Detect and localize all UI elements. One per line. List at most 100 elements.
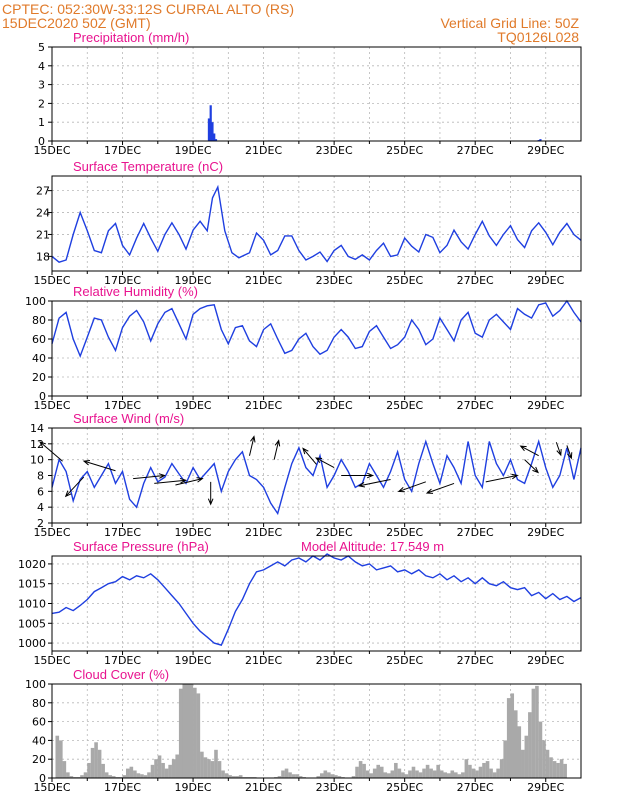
y-tick-label: 1010 <box>18 598 46 611</box>
y-tick-label: 40 <box>32 734 46 747</box>
x-tick-label: 23DEC <box>316 526 353 539</box>
x-tick-label: 23DEC <box>316 654 353 667</box>
cloud-cover-bar <box>217 761 222 778</box>
cloud-cover-bar <box>443 772 448 778</box>
cloud-cover-bar <box>408 770 412 778</box>
x-tick-label: 27DEC <box>457 399 494 412</box>
cloud-cover-bar <box>439 770 444 778</box>
cloud-cover-bar <box>185 684 190 778</box>
x-tick-label: 25DEC <box>386 781 423 794</box>
cloud-cover-bar <box>394 762 398 778</box>
y-tick-label: 60 <box>32 333 46 346</box>
cloud-cover-bar <box>355 766 359 778</box>
wind-arrow <box>249 435 256 456</box>
cloud-cover-bar <box>461 772 465 778</box>
cloud-cover-bar <box>457 774 462 778</box>
y-tick-label: 14 <box>30 422 44 435</box>
cloud-cover-bar <box>506 698 511 778</box>
cloud-cover-bar <box>468 764 472 778</box>
wind-arrow <box>273 439 281 460</box>
cloud-cover-bar <box>351 776 356 778</box>
y-tick-label: 4 <box>38 60 45 73</box>
x-tick-label: 19DEC <box>175 526 212 539</box>
header-location: CPTEC: 052:30W-33:12S CURRAL ALTO (RS) <box>2 1 294 17</box>
cloud-cover-bar <box>422 768 426 778</box>
wind-arrow <box>175 477 204 486</box>
cloud-cover-bar <box>238 775 243 778</box>
cloud-cover-bar <box>429 768 433 778</box>
cloud-cover-bar <box>295 774 299 778</box>
panel-title: Surface Temperature (nC) <box>73 159 223 174</box>
cloud-cover-bar <box>334 775 338 778</box>
cloud-cover-bar <box>196 693 201 778</box>
cloud-cover-bar <box>397 768 402 778</box>
cloud-cover-bar <box>291 774 296 778</box>
wind-arrow <box>154 477 188 484</box>
x-tick-label: 23DEC <box>316 274 353 287</box>
plot-frame <box>51 300 582 397</box>
cloud-cover-bar <box>485 761 490 778</box>
cloud-cover-bar <box>140 774 144 778</box>
x-tick-label: 27DEC <box>457 274 494 287</box>
cloud-cover-bar <box>69 776 74 778</box>
wind-arrow <box>485 473 519 483</box>
x-tick-label: 17DEC <box>104 144 141 157</box>
cloud-cover-bar <box>404 774 409 778</box>
panel-title: Surface Pressure (hPa) <box>73 539 209 554</box>
cloud-cover-bar <box>513 710 518 778</box>
x-tick-label: 15DEC <box>33 144 70 157</box>
cloud-cover-bar <box>446 773 451 778</box>
cloud-cover-bar <box>482 762 486 778</box>
x-tick-label: 27DEC <box>457 781 494 794</box>
cloud-cover-bar <box>214 749 218 778</box>
y-tick-label: 80 <box>32 697 46 710</box>
cloud-cover-bar <box>549 757 553 778</box>
cloud-cover-bar <box>316 776 321 778</box>
cloud-cover-bar <box>552 761 557 778</box>
x-tick-label: 19DEC <box>175 399 212 412</box>
panel-pressure: 1000 1005 1010 1015 1020 15DEC 17DEC 19DEC 21DEC… <box>18 539 582 667</box>
grid <box>52 301 581 396</box>
cloud-cover-bar <box>288 772 292 778</box>
cloud-cover-bar <box>503 740 507 778</box>
y-tick-label: 1005 <box>18 617 46 630</box>
cloud-cover-bar <box>542 740 546 778</box>
cloud-cover-bar <box>59 740 63 778</box>
cloud-cover-bar <box>189 684 194 778</box>
y-tick-label: 4 <box>37 501 44 514</box>
cloud-cover-bar <box>323 770 328 778</box>
x-tick-label: 17DEC <box>104 526 141 539</box>
y-tick-label: 60 <box>32 716 46 729</box>
cloud-cover-bar <box>164 768 169 778</box>
cloud-cover-bar <box>133 770 137 778</box>
x-tick-label: 21DEC <box>245 274 282 287</box>
cloud-cover-bar <box>365 770 370 778</box>
y-tick-label: 1000 <box>18 637 46 650</box>
precip-bar <box>207 118 211 141</box>
cloud-cover-bar <box>545 749 550 778</box>
cloud-cover-bar <box>182 684 187 778</box>
wind-arrow <box>524 459 540 474</box>
grid <box>52 556 581 651</box>
panel-title: Relative Humidity (%) <box>73 284 198 299</box>
x-tick-label: 17DEC <box>104 274 141 287</box>
cloud-cover-bar <box>327 772 331 778</box>
plot-frame <box>51 46 582 142</box>
x-tick-label: 27DEC <box>457 144 494 157</box>
plot-frame <box>51 175 582 272</box>
x-tick-label: 15DEC <box>33 399 70 412</box>
x-tick-label: 17DEC <box>104 781 141 794</box>
y-tick-label: 100 <box>25 678 46 691</box>
cloud-cover-bar <box>168 764 172 778</box>
cloud-cover-bar <box>531 688 536 778</box>
x-tick-label: 19DEC <box>175 654 212 667</box>
y-tick-label: 2 <box>37 517 44 530</box>
x-tick-label: 15DEC <box>33 526 70 539</box>
x-tick-label: 23DEC <box>316 144 353 157</box>
cloud-cover-bar <box>418 772 423 778</box>
y-tick-label: 1020 <box>18 558 46 571</box>
cloud-cover-bar <box>298 776 303 778</box>
cloud-cover-bar <box>464 759 469 778</box>
model-altitude: Model Altitude: 17.549 m <box>301 539 444 554</box>
